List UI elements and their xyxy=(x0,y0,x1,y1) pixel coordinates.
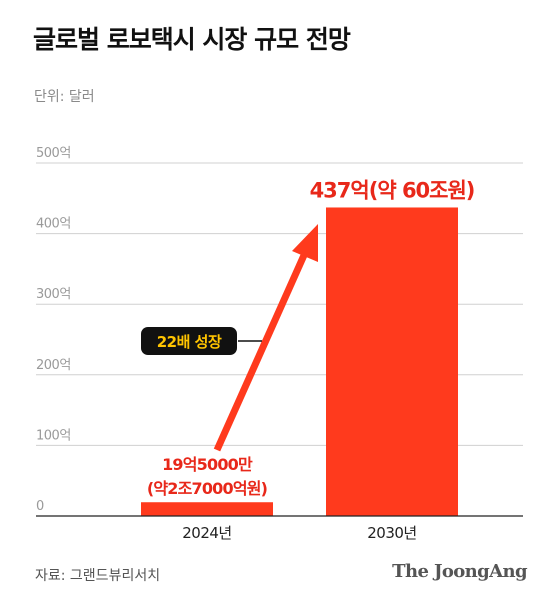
publisher-logo: The JoongAng xyxy=(392,561,527,582)
unit-label: 단위: 달러 xyxy=(34,89,95,105)
data-label: (약2조7000억원) xyxy=(147,479,267,498)
y-tick-label: 100억 xyxy=(36,428,71,443)
data-label: 437억(약 60조원) xyxy=(310,178,475,202)
bar xyxy=(141,502,273,516)
chart-title: 글로벌 로보택시 시장 규모 전망 xyxy=(33,25,351,54)
growth-arrow-shaft xyxy=(213,251,309,452)
x-tick-label: 2030년 xyxy=(367,524,416,542)
data-label: 19억5000만 xyxy=(162,455,253,474)
source-note: 자료: 그랜드뷰리서치 xyxy=(35,568,161,584)
x-tick-label: 2024년 xyxy=(182,524,231,542)
y-tick-label: 300억 xyxy=(36,287,71,302)
y-tick-label: 500억 xyxy=(36,146,71,161)
y-tick-label: 200억 xyxy=(36,358,71,373)
bar xyxy=(326,207,458,516)
y-tick-label: 400억 xyxy=(36,217,71,232)
growth-arrow-head xyxy=(292,224,318,262)
callout-box xyxy=(141,327,237,355)
y-tick-label: 0 xyxy=(36,499,44,514)
callout-label: 22배 성장 xyxy=(157,333,222,351)
